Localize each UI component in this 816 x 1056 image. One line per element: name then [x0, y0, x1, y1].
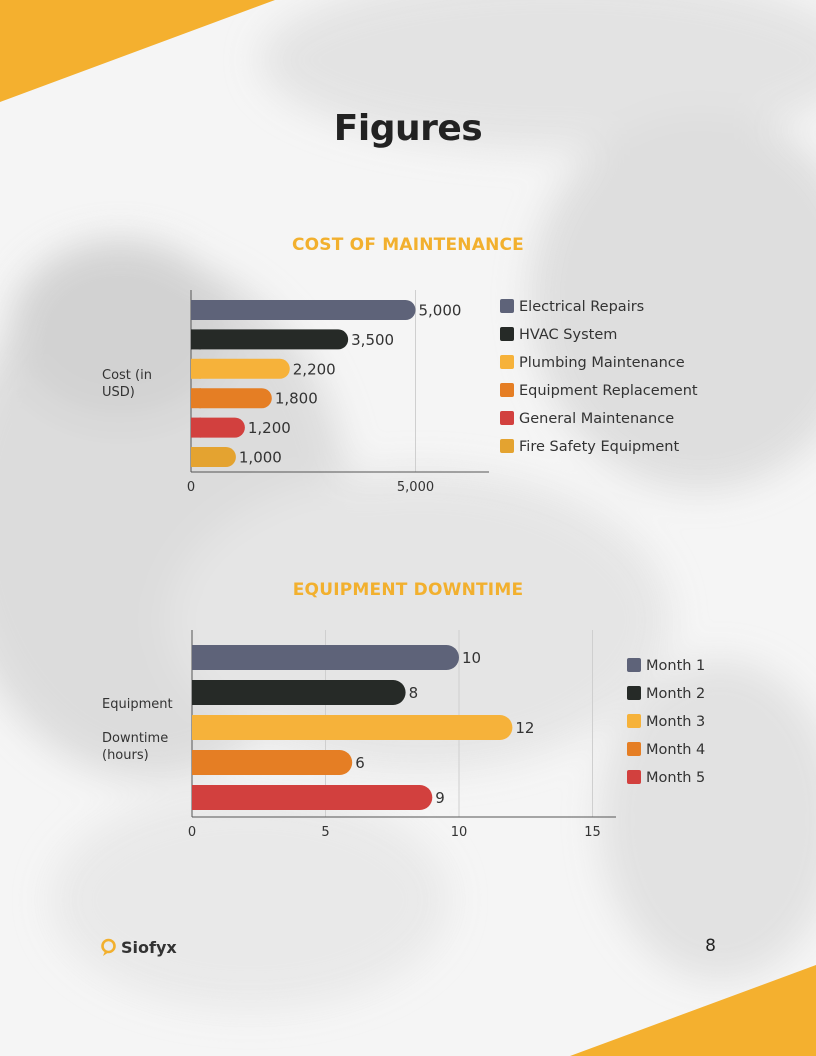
- cost-data-label: 2,200: [293, 360, 336, 378]
- cost-legend-swatch: [500, 411, 514, 425]
- downtime-bar-base: [192, 785, 205, 810]
- downtime-legend-label: Month 1: [646, 658, 705, 674]
- downtime-legend-swatch: [627, 742, 641, 756]
- cost-legend-swatch: [500, 439, 514, 453]
- cost-bar: [191, 300, 416, 320]
- downtime-chart-title: EQUIPMENT DOWNTIME: [292, 580, 524, 600]
- downtime-data-label: 8: [409, 684, 419, 702]
- cost-chart-title: COST OF MAINTENANCE: [291, 235, 524, 255]
- downtime-legend-swatch: [627, 658, 641, 672]
- downtime-legend-label: Month 5: [646, 770, 705, 786]
- downtime-x-tick-label: 15: [584, 825, 601, 840]
- cost-legend-swatch: [500, 327, 514, 341]
- downtime-bar: [192, 680, 406, 705]
- downtime-legend-swatch: [627, 714, 641, 728]
- cost-legend-label: Fire Safety Equipment: [519, 439, 680, 455]
- cost-data-label: 1,000: [239, 449, 282, 467]
- downtime-bar-base: [192, 645, 205, 670]
- cost-ylabel-line-2: USD): [102, 385, 135, 400]
- logo-pin-icon: [101, 938, 116, 956]
- cost-legend-label: Plumbing Maintenance: [519, 355, 685, 371]
- equipment-downtime-chart: 0 5 10 15 10 8 12 6 9 Month 1 Month 2 Month 3 Month …: [188, 630, 705, 840]
- cost-bar: [191, 417, 245, 438]
- cost-x-tick-label: 0: [187, 480, 195, 495]
- cost-bar: [191, 358, 290, 379]
- downtime-data-label: 12: [515, 719, 534, 737]
- downtime-ylabel-line-1: Equipment: [102, 697, 173, 712]
- cost-chart-ylabel: Cost (in USD): [102, 367, 152, 401]
- cost-data-label: 3,500: [351, 331, 394, 349]
- downtime-legend-swatch: [627, 770, 641, 784]
- cost-legend-swatch: [500, 299, 514, 313]
- cost-bar-base: [191, 300, 201, 320]
- downtime-chart-ylabel: Equipment Downtime (hours): [102, 696, 173, 764]
- downtime-bar-base: [192, 680, 205, 705]
- downtime-bar: [192, 715, 513, 740]
- cost-of-maintenance-chart: 0 5,000 5,000 3,500 2,200 1,800 1,200 1,000 Elec…: [187, 290, 698, 495]
- downtime-data-label: 10: [462, 649, 481, 667]
- downtime-bar: [192, 785, 433, 810]
- cost-data-label: 1,200: [248, 419, 291, 437]
- downtime-legend-swatch: [627, 686, 641, 700]
- downtime-bar: [192, 750, 353, 775]
- cost-bar-base: [191, 447, 201, 467]
- cost-data-label: 1,800: [275, 390, 318, 408]
- downtime-data-label: 9: [435, 789, 445, 807]
- cost-bar-base: [191, 388, 201, 409]
- downtime-legend-label: Month 3: [646, 714, 705, 730]
- brand-name: Siofyx: [121, 938, 177, 957]
- cost-legend-swatch: [500, 383, 514, 397]
- page-title: Figures: [333, 108, 483, 149]
- cost-legend-label: HVAC System: [519, 327, 617, 343]
- downtime-bar-base: [192, 750, 205, 775]
- downtime-bar-base: [192, 715, 205, 740]
- cost-legend-label: General Maintenance: [519, 411, 674, 427]
- downtime-ylabel-line-3: Downtime: [102, 731, 169, 746]
- bottom-right-accent-triangle: [570, 965, 816, 1056]
- cost-bar: [191, 447, 236, 467]
- cost-ylabel-line-1: Cost (in: [102, 368, 152, 383]
- cost-bar-base: [191, 329, 201, 350]
- downtime-legend-label: Month 2: [646, 686, 705, 702]
- downtime-legend-label: Month 4: [646, 742, 705, 758]
- cost-bar: [191, 329, 349, 350]
- cost-bar-base: [191, 358, 201, 379]
- top-left-accent-triangle: [0, 0, 275, 102]
- downtime-x-tick-label: 5: [321, 825, 329, 840]
- cost-legend-swatch: [500, 355, 514, 369]
- cost-x-tick-label: 5,000: [397, 480, 434, 495]
- brand-logo: Siofyx: [100, 938, 177, 957]
- cost-bar: [191, 388, 272, 409]
- downtime-x-tick-label: 10: [451, 825, 468, 840]
- cost-legend-label: Electrical Repairs: [519, 299, 644, 315]
- page-number: 8: [705, 936, 716, 956]
- downtime-x-tick-label: 0: [188, 825, 196, 840]
- downtime-ylabel-line-4: (hours): [102, 748, 149, 763]
- cost-data-label: 5,000: [419, 302, 462, 320]
- downtime-data-label: 6: [355, 754, 365, 772]
- downtime-bar: [192, 645, 459, 670]
- cost-legend-label: Equipment Replacement: [519, 383, 698, 399]
- cost-bar-base: [191, 417, 201, 438]
